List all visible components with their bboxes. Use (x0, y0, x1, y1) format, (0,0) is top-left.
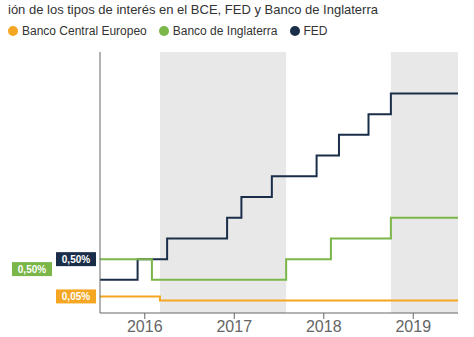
svg-text:0,05%: 0,05% (62, 291, 90, 302)
svg-text:2016: 2016 (127, 318, 163, 335)
svg-text:2019: 2019 (395, 318, 431, 335)
svg-text:0,50%: 0,50% (18, 264, 46, 275)
html-text:FED: FED (303, 24, 328, 38)
html-text:ión de los tipos de interés en: ión de los tipos de interés en el BCE, F… (8, 2, 378, 17)
svg-text:0,50%: 0,50% (62, 254, 90, 265)
html-text:Banco de Inglaterra: Banco de Inglaterra (172, 24, 278, 38)
svg-text:2018: 2018 (306, 318, 342, 335)
html-text:Banco Central Europeo: Banco Central Europeo (22, 24, 147, 38)
svg-text:2017: 2017 (216, 318, 252, 335)
